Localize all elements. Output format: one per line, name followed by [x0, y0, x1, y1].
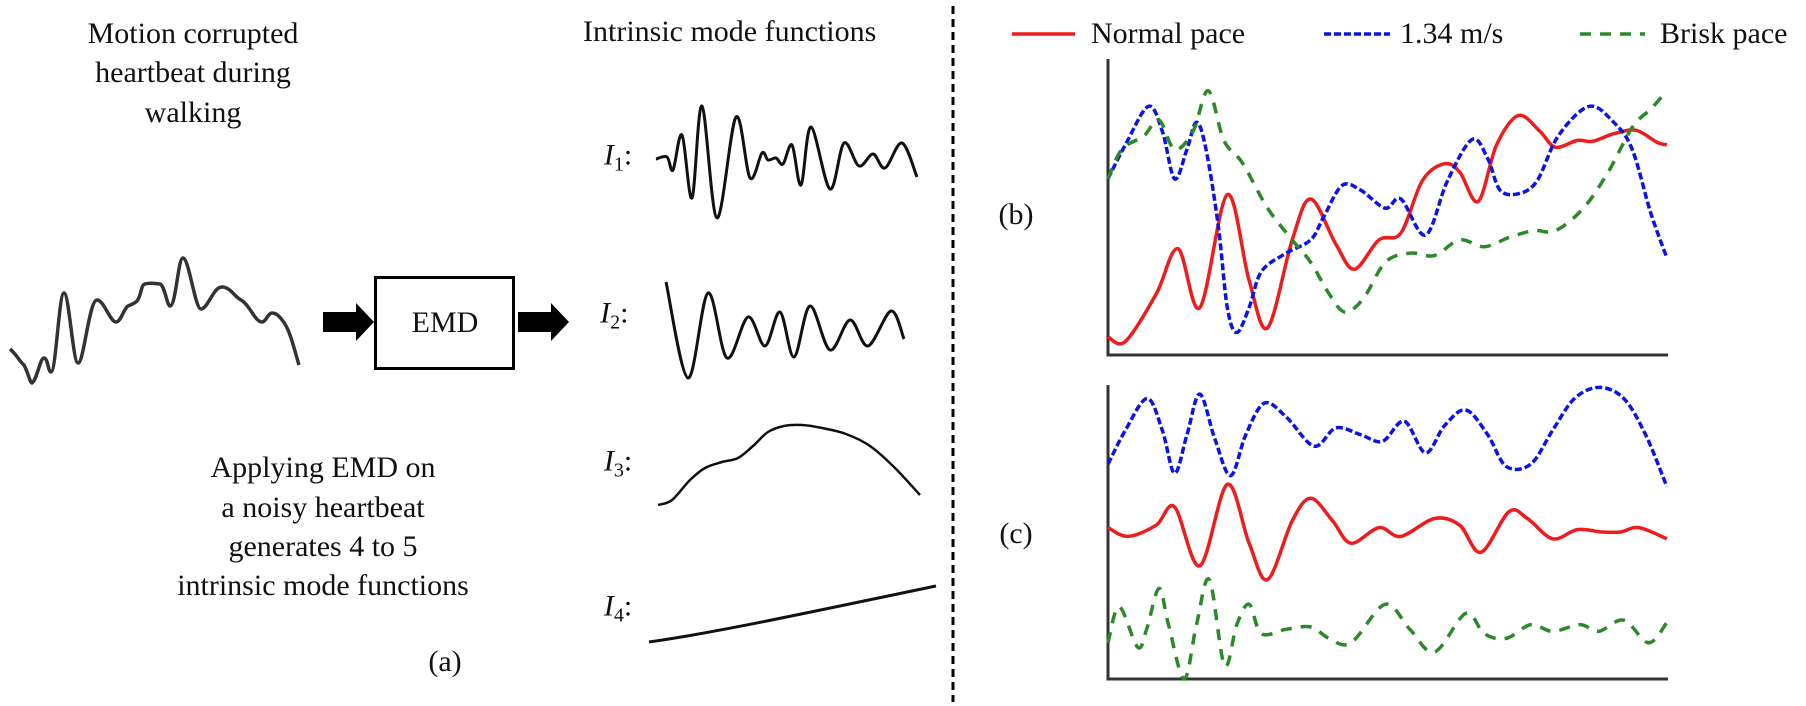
chart-b-axes: [1106, 59, 1668, 357]
imf-3-waveform: [657, 423, 921, 507]
imf-1-waveform: [655, 104, 919, 220]
legend-label-brisk-pace: Brisk pace: [1660, 17, 1788, 50]
arrow-into-emd-icon: [323, 303, 374, 341]
caption-line-4: intrinsic mode functions: [177, 569, 469, 602]
arrow-out-of-emd-icon: [518, 303, 569, 341]
imf-2-waveform: [664, 281, 906, 380]
imf-3-label: I3:: [603, 444, 633, 482]
emd-box-label: EMD: [411, 306, 479, 339]
legend-label-normal-pace: Normal pace: [1091, 17, 1246, 50]
caption-line-2: a noisy heartbeat: [221, 491, 425, 524]
input-title-line-1: Motion corrupted: [87, 17, 299, 50]
caption-line-1: Applying EMD on: [210, 451, 436, 484]
caption-line-3: generates 4 to 5: [228, 530, 418, 563]
panel-b-label: (b): [998, 198, 1034, 231]
chart-c-axes: [1106, 385, 1668, 681]
chart-b: [1106, 59, 1669, 357]
imf-4-waveform: [648, 584, 937, 644]
chart-b-series-1-34-m-s: [1106, 104, 1669, 335]
legend-label-1-34-ms: 1.34 m/s: [1400, 17, 1504, 50]
emd-box: [374, 276, 515, 370]
chart-c-series-normal-pace: [1107, 482, 1668, 582]
input-title-line-3: walking: [144, 96, 242, 129]
input-title-line-2: heartbeat during: [95, 56, 291, 89]
chart-b-series-normal-pace: [1107, 113, 1668, 346]
chart-c: [1106, 385, 1669, 681]
imf-2-label: I2:: [600, 296, 629, 334]
panel-a-label: (a): [428, 645, 462, 678]
imf-title: Intrinsic mode functions: [583, 15, 877, 48]
chart-c-series-1-34-m-s: [1106, 385, 1669, 488]
imf-4-label: I4:: [603, 589, 633, 627]
panel-c-label: (c): [999, 517, 1033, 550]
chart-b-series-brisk-pace: [1106, 88, 1669, 314]
chart-c-series-brisk-pace: [1106, 577, 1669, 681]
noisy-heartbeat-waveform: [8, 256, 301, 385]
imf-1-label: I1:: [603, 138, 633, 176]
